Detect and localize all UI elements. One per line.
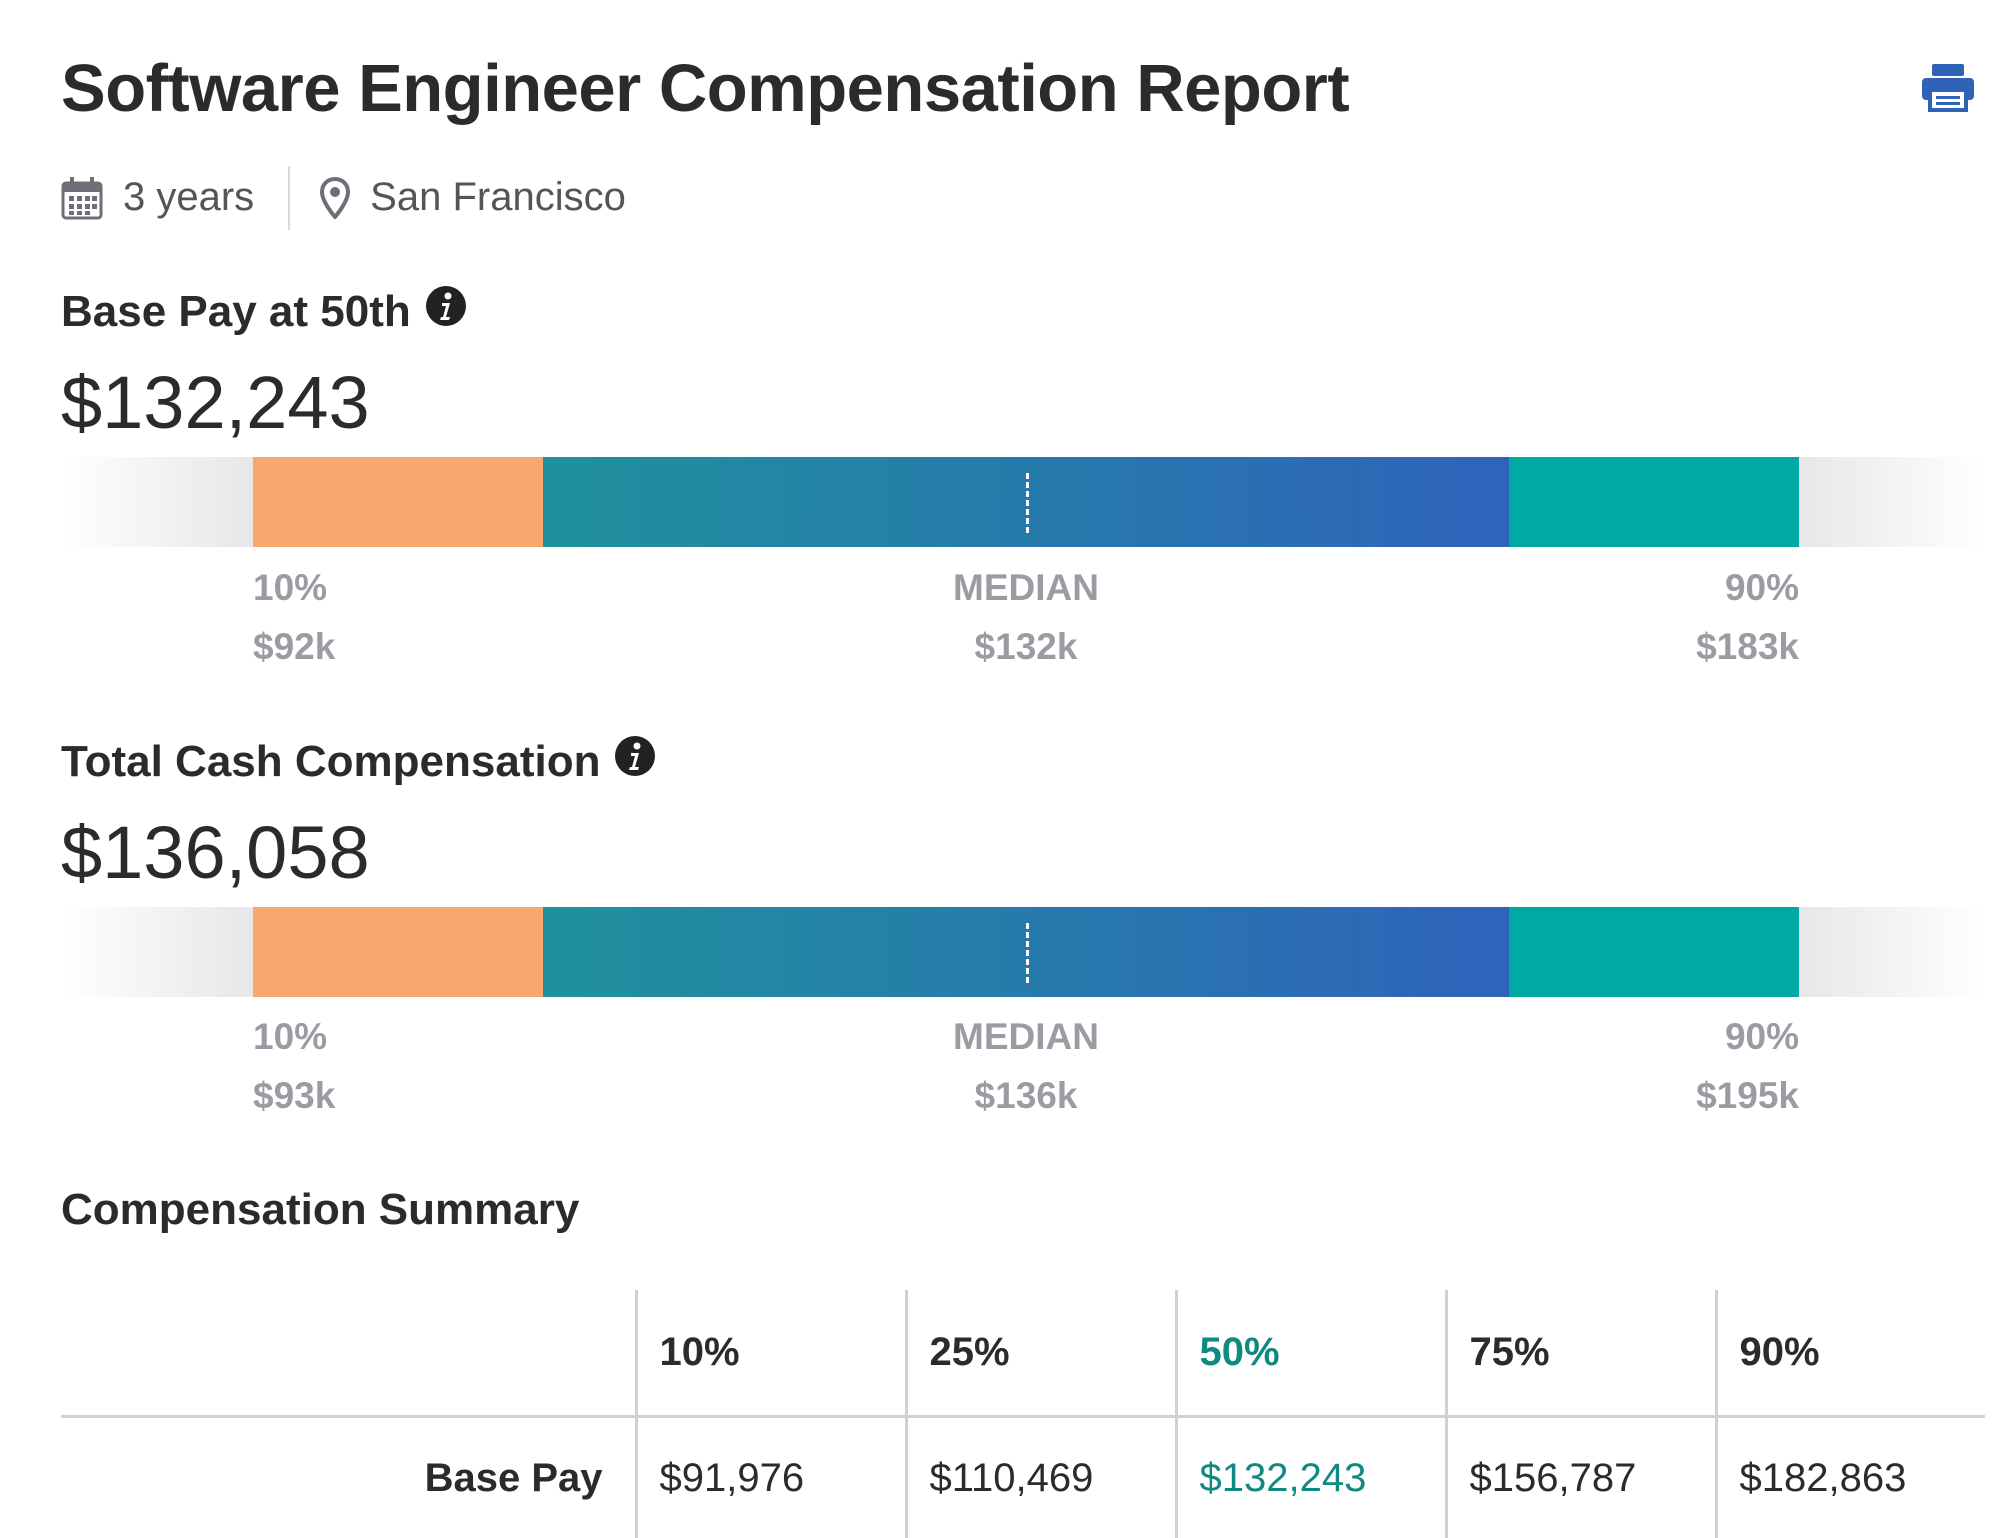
report-meta: 3 years San Francisco — [61, 165, 626, 230]
total-cash-low-label: 10% — [253, 1016, 327, 1058]
range-segment-low — [253, 457, 543, 547]
total-cash-heading-text: Total Cash Compensation — [61, 737, 600, 787]
column-header-p10: 10% — [636, 1290, 906, 1417]
cell-base-pay-p25: $110,469 — [906, 1417, 1176, 1538]
base-pay-high-value: $183k — [1499, 626, 1799, 668]
base-pay-median-label: MEDIAN — [876, 567, 1176, 609]
base-pay-low-value: $92k — [253, 626, 335, 668]
meta-divider — [288, 166, 290, 230]
page-title: Software Engineer Compensation Report — [61, 50, 1349, 127]
row-label-base-pay: Base Pay — [61, 1417, 636, 1538]
base-pay-heading-text: Base Pay at 50th — [61, 287, 411, 337]
total-cash-high-value: $195k — [1499, 1075, 1799, 1117]
range-fade-left — [61, 457, 253, 547]
table-row: Base Pay $91,976 $110,469 $132,243 $156,… — [61, 1417, 1985, 1538]
total-cash-info-button[interactable] — [614, 735, 656, 788]
calendar-icon — [61, 176, 103, 220]
total-cash-low-value: $93k — [253, 1075, 335, 1117]
summary-heading-text: Compensation Summary — [61, 1185, 579, 1235]
base-pay-high-label: 90% — [1499, 567, 1799, 609]
cell-base-pay-p10: $91,976 — [636, 1417, 906, 1538]
base-pay-range-bar — [61, 457, 1985, 547]
range-segment-low — [253, 907, 543, 997]
table-header-row: 10% 25% 50% 75% 90% — [61, 1290, 1985, 1417]
summary-heading: Compensation Summary — [61, 1185, 579, 1235]
base-pay-heading: Base Pay at 50th — [61, 285, 467, 338]
range-fade-right — [1799, 457, 1985, 547]
experience-text: 3 years — [123, 175, 254, 220]
base-pay-value: $132,243 — [61, 360, 370, 445]
base-pay-low-label: 10% — [253, 567, 327, 609]
map-pin-icon — [320, 177, 350, 219]
range-fade-right — [1799, 907, 1985, 997]
compensation-summary-table: 10% 25% 50% 75% 90% Base Pay $91,976 $11… — [61, 1290, 1985, 1538]
total-cash-median-label: MEDIAN — [876, 1016, 1176, 1058]
total-cash-median-value: $136k — [876, 1075, 1176, 1117]
range-segment-high — [1509, 907, 1799, 997]
total-cash-value: $136,058 — [61, 810, 370, 895]
column-header-p90: 90% — [1716, 1290, 1985, 1417]
info-icon — [425, 285, 467, 327]
column-header-p50: 50% — [1176, 1290, 1446, 1417]
median-marker — [1026, 473, 1029, 533]
print-button[interactable] — [1920, 62, 1976, 112]
base-pay-median-value: $132k — [876, 626, 1176, 668]
location-filter: San Francisco — [320, 175, 626, 220]
info-icon — [614, 735, 656, 777]
median-marker — [1026, 923, 1029, 983]
cell-base-pay-p50: $132,243 — [1176, 1417, 1446, 1538]
total-cash-range-bar — [61, 907, 1985, 997]
print-icon — [1920, 62, 1976, 112]
experience-filter: 3 years — [61, 175, 254, 220]
base-pay-info-button[interactable] — [425, 285, 467, 338]
compensation-report-page: Software Engineer Compensation Report — [0, 0, 2013, 1503]
total-cash-heading: Total Cash Compensation — [61, 735, 656, 788]
column-header-p25: 25% — [906, 1290, 1176, 1417]
column-header-p75: 75% — [1446, 1290, 1716, 1417]
table-corner — [61, 1290, 636, 1417]
cell-base-pay-p90: $182,863 — [1716, 1417, 1985, 1538]
range-segment-high — [1509, 457, 1799, 547]
total-cash-high-label: 90% — [1499, 1016, 1799, 1058]
range-fade-left — [61, 907, 253, 997]
cell-base-pay-p75: $156,787 — [1446, 1417, 1716, 1538]
location-text: San Francisco — [370, 175, 626, 220]
